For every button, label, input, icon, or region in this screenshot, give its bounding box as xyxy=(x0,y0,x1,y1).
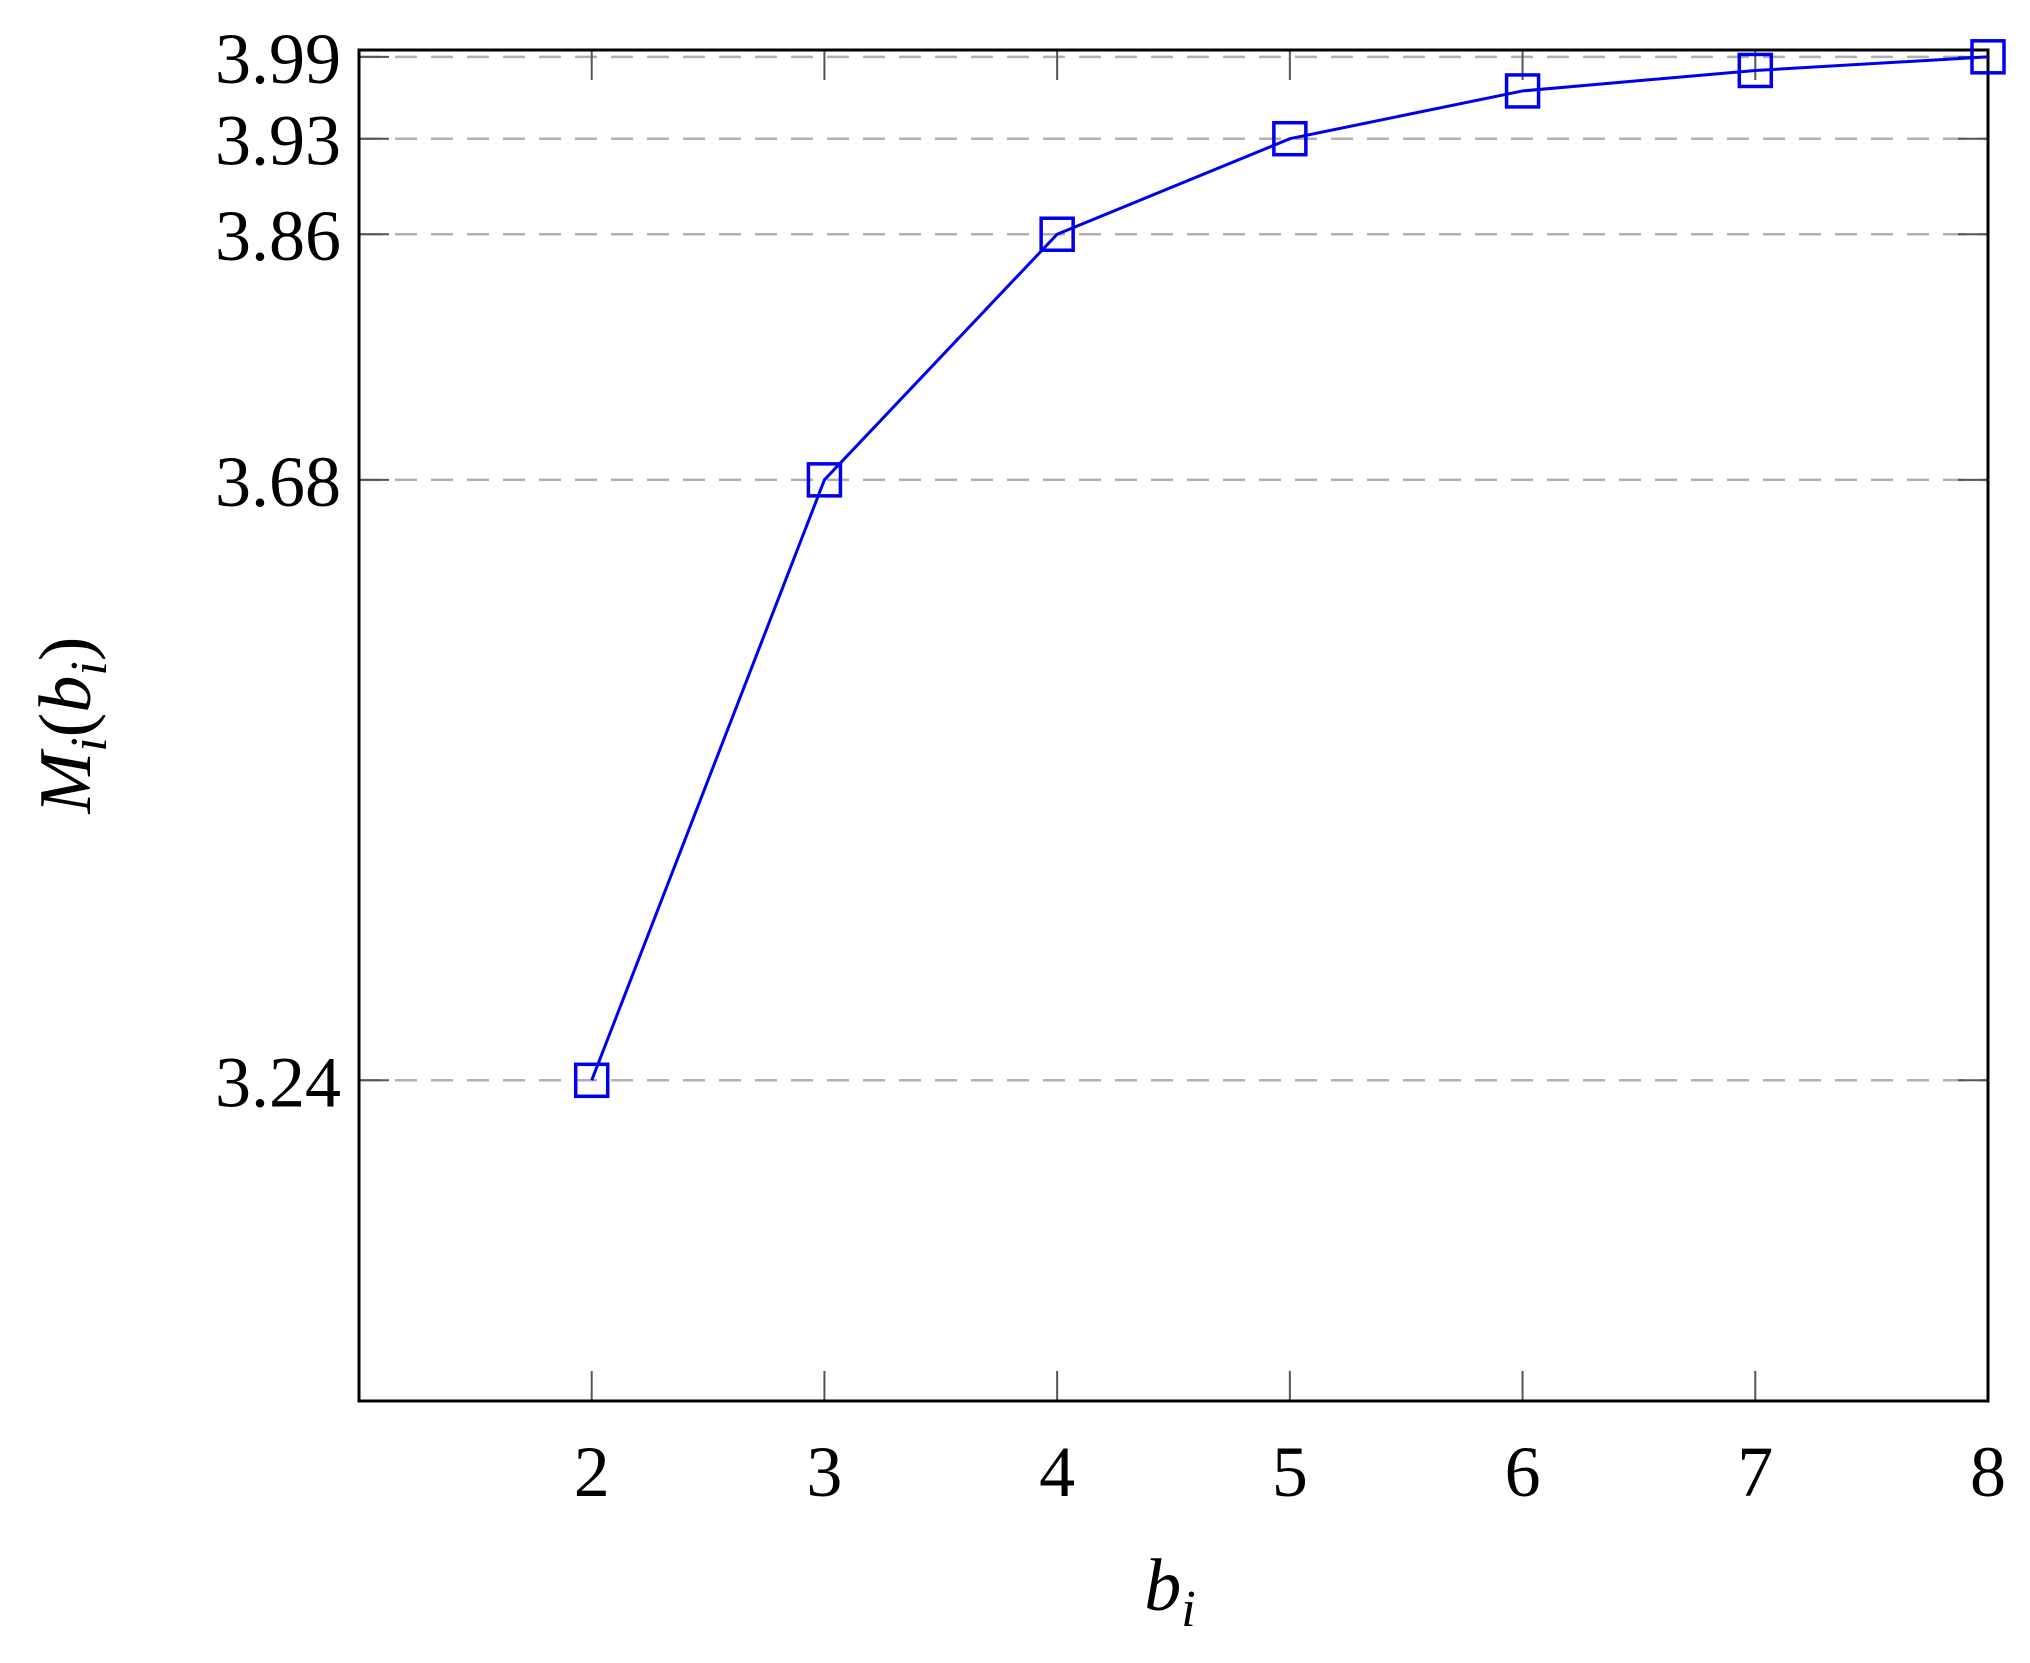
x-tick-label: 8 xyxy=(1970,1432,2006,1512)
series-line xyxy=(590,55,1989,1081)
data-point-marker xyxy=(1504,73,1541,109)
data-point-marker xyxy=(1039,216,1075,252)
y-tick-label: 3.93 xyxy=(215,101,341,181)
data-point-marker xyxy=(1272,120,1308,157)
y-tick-label: 3.24 xyxy=(215,1042,341,1122)
y-axis-label-subscript: i xyxy=(61,737,118,751)
data-point-marker xyxy=(1737,52,1774,89)
x-axis-label: bi xyxy=(1144,1545,1195,1638)
x-tick-label: 5 xyxy=(1272,1432,1308,1512)
y-tick-label: 3.99 xyxy=(215,19,341,99)
plot-area-frame xyxy=(357,48,1990,1403)
data-point-marker xyxy=(573,1062,610,1099)
data-point-marker xyxy=(1970,39,2006,75)
y-axis-label-close-paren: ) xyxy=(25,637,107,662)
x-tick-label: 7 xyxy=(1737,1432,1773,1512)
data-point-marker xyxy=(806,462,843,498)
x-tick-label: 6 xyxy=(1505,1432,1541,1512)
y-axis-label-open-paren: ( xyxy=(25,713,107,738)
series-layer xyxy=(573,39,2006,1099)
y-axis-label-argument-subscript: i xyxy=(61,661,118,675)
y-axis-label-main: M xyxy=(25,747,107,814)
x-axis-label-subscript: i xyxy=(1181,1581,1195,1638)
grid-layer xyxy=(359,55,1988,1082)
y-axis-label: Mi(bi) xyxy=(25,637,118,815)
x-tick-label: 4 xyxy=(1039,1432,1075,1512)
tick-label-layer: 3.24 3.68 3.86 3.933.99 2 3 4 5 6 7 8 xyxy=(215,19,2006,1512)
x-tick-label: 3 xyxy=(806,1432,842,1512)
x-tick-label: 2 xyxy=(574,1432,610,1512)
y-tick-label: 3.86 xyxy=(215,196,341,276)
y-tick-label: 3.68 xyxy=(215,442,341,522)
y-axis-label-argument: b xyxy=(25,676,107,713)
tick-layer xyxy=(359,50,1989,1401)
x-axis-label-main: b xyxy=(1144,1545,1181,1627)
